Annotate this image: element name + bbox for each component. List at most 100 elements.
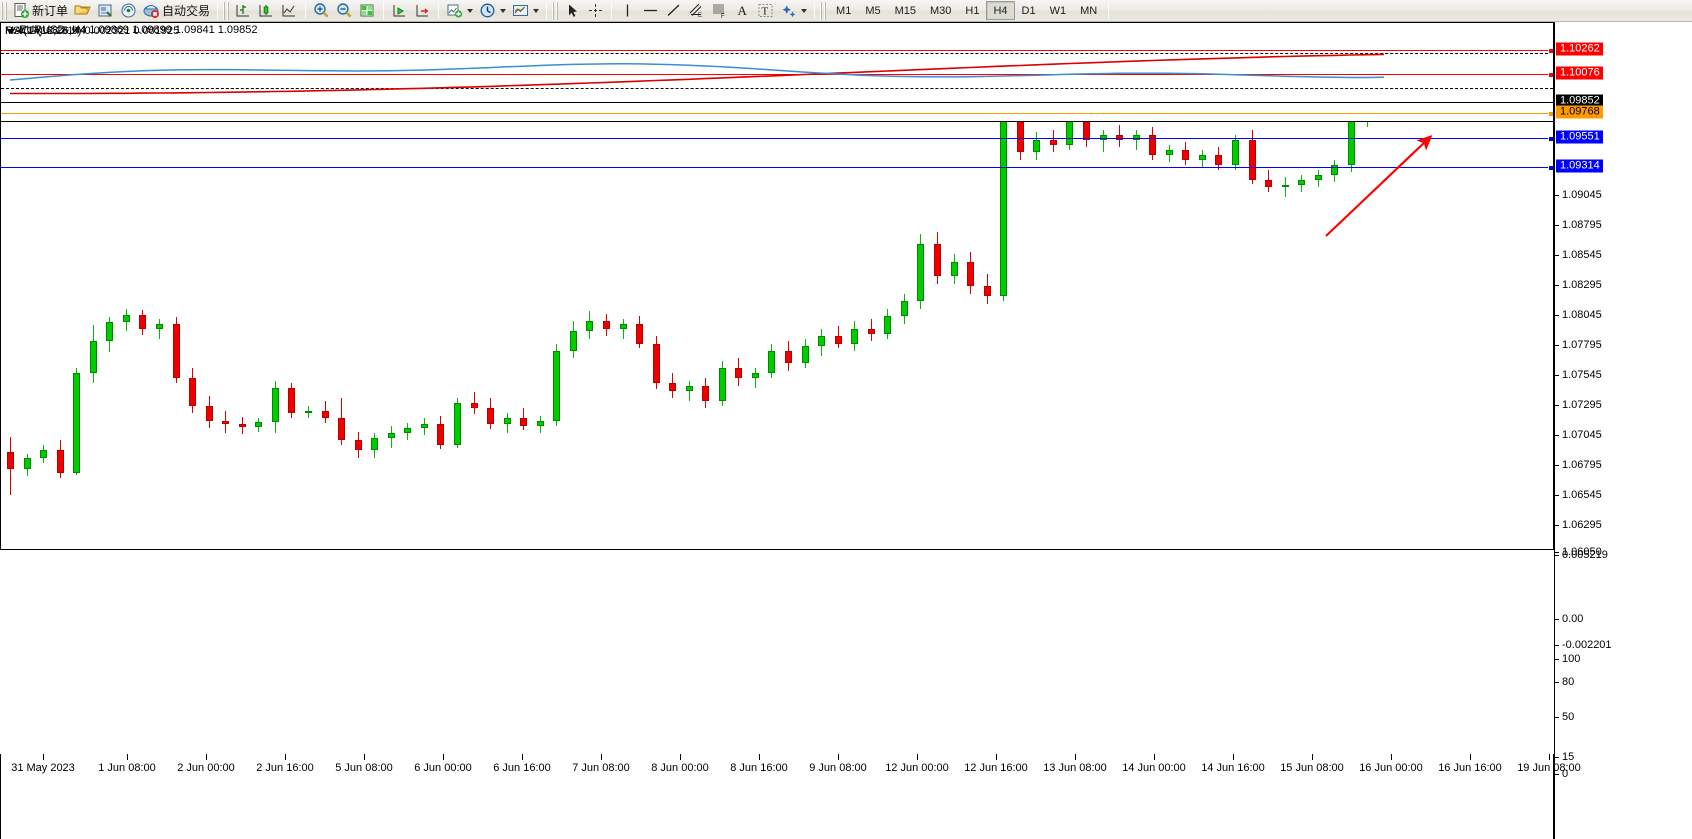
candle-body: [602, 321, 610, 329]
candle-body: [619, 323, 627, 329]
timeframe-m15-button[interactable]: M15: [894, 5, 916, 17]
fibonacci-button[interactable]: F: [708, 1, 731, 21]
timeframe-m30-button[interactable]: M30: [930, 5, 952, 17]
time-axis[interactable]: 31 May 2023 1 Jun 08:00 2 Jun 00:00 2 Jun 1…: [0, 754, 1581, 839]
candle-body: [751, 373, 759, 379]
price-tag-support-upper: 1.09551: [1556, 130, 1603, 144]
axis-tick: [1555, 757, 1559, 758]
chart-shift-button[interactable]: [411, 1, 434, 21]
time-axis-label: 14 Jun 00:00: [1122, 762, 1186, 774]
price-axis-label: 1.07045: [1562, 429, 1602, 441]
candle-body: [1132, 134, 1140, 140]
price-pane-header: EURUSD-,H4 1.09869 1.09899 1.09841 1.098…: [19, 24, 258, 36]
rsi-axis-label: 15: [1562, 751, 1575, 763]
indicators-button[interactable]: [443, 1, 466, 21]
signals-icon: [120, 2, 137, 19]
timeframe-h1-button[interactable]: H1: [965, 5, 980, 17]
price-axis-label: 1.06295: [1562, 519, 1602, 531]
rsi-pane[interactable]: RSI(14) 68.8144: [0, 22, 1554, 122]
timeframe-d1-button[interactable]: D1: [1021, 5, 1036, 17]
price-scale[interactable]: 1.09045 1.08795 1.08545 1.08295 1.08045 1.077…: [1554, 22, 1692, 839]
indicators-icon: [446, 2, 463, 19]
toolbar-grip[interactable]: [1, 1, 8, 20]
time-axis-label: 1 Jun 08:00: [98, 762, 156, 774]
timeframe-h4-button[interactable]: H4: [986, 1, 1015, 20]
candle-wick: [473, 391, 475, 415]
zoom-out-button[interactable]: [333, 1, 356, 21]
auto-scroll-button[interactable]: [388, 1, 411, 21]
price-axis-label: 1.08795: [1562, 219, 1602, 231]
time-axis-label: 31 May 2023: [11, 762, 75, 774]
candle-body: [520, 418, 528, 426]
indicators-dropdown-caret[interactable]: [467, 8, 474, 13]
timeframe-mn-button[interactable]: MN: [1080, 5, 1098, 17]
news-button[interactable]: [94, 1, 117, 21]
text-button[interactable]: A: [731, 1, 754, 21]
svg-text:F: F: [721, 14, 725, 19]
candle-body: [917, 244, 925, 302]
auto-trading-button[interactable]: 自动交易: [140, 1, 213, 21]
price-line-resistance-lower[interactable]: [1, 72, 1553, 78]
shapes-icon: [780, 2, 797, 19]
candle-wick: [1102, 129, 1104, 153]
text-icon: A: [734, 2, 751, 19]
line-handle[interactable]: [1548, 136, 1553, 142]
equidistant-channel-button[interactable]: E: [685, 1, 708, 21]
line-handle[interactable]: [1548, 48, 1553, 54]
time-axis-label: 14 Jun 16:00: [1201, 762, 1265, 774]
bar-chart-button[interactable]: [232, 1, 255, 21]
time-separator: [1391, 754, 1392, 760]
cursor-button[interactable]: [561, 1, 584, 21]
time-separator: [206, 754, 207, 760]
signals-button[interactable]: [117, 1, 140, 21]
line-handle[interactable]: [1548, 165, 1553, 171]
shapes-button[interactable]: [777, 1, 800, 21]
zoom-in-button[interactable]: [310, 1, 333, 21]
cursor-icon: [564, 2, 581, 19]
horizontal-line-icon: [642, 2, 659, 19]
axis-tick: [1555, 225, 1559, 226]
price-line-support-lower[interactable]: [1, 165, 1553, 171]
tile-windows-button[interactable]: [356, 1, 379, 21]
price-line-resistance-upper[interactable]: [1, 48, 1553, 54]
toolbar-grip-2[interactable]: [223, 1, 231, 20]
collapse-triangle-icon[interactable]: [7, 29, 15, 34]
timeframe-w1-button[interactable]: W1: [1049, 5, 1067, 17]
axis-tick: [1555, 645, 1559, 646]
candle-body: [652, 343, 660, 384]
price-line-order-level[interactable]: [1, 111, 1553, 117]
candle-body: [271, 388, 279, 422]
line-handle[interactable]: [1548, 72, 1553, 78]
trendline-button[interactable]: [662, 1, 685, 21]
folder-button[interactable]: [71, 1, 94, 21]
horizontal-line-button[interactable]: [639, 1, 662, 21]
time-axis-label: 12 Jun 00:00: [885, 762, 949, 774]
axis-tick: [1555, 195, 1559, 196]
crosshair-button[interactable]: [584, 1, 607, 21]
candle-body: [1265, 179, 1273, 187]
new-order-button[interactable]: 新订单: [10, 1, 71, 21]
templates-button[interactable]: [509, 1, 532, 21]
svg-text:A: A: [738, 3, 748, 18]
timeframe-m5-button[interactable]: M5: [865, 5, 881, 17]
toolbar-grip-4[interactable]: [820, 1, 828, 20]
period-dropdown-caret[interactable]: [500, 8, 507, 13]
line-handle[interactable]: [1548, 111, 1553, 117]
price-line-current-price[interactable]: [1, 102, 1553, 103]
text-label-button[interactable]: T: [754, 1, 777, 21]
vertical-line-button[interactable]: [616, 1, 639, 21]
candle-body: [1314, 174, 1322, 180]
price-chart-pane[interactable]: EURUSD-,H4 1.09869 1.09899 1.09841 1.098…: [0, 22, 1554, 550]
timeframe-m1-button[interactable]: M1: [836, 5, 852, 17]
fibonacci-icon: F: [711, 2, 728, 20]
svg-text:T: T: [762, 6, 769, 18]
time-axis-label: 13 Jun 08:00: [1043, 762, 1107, 774]
price-line-support-upper[interactable]: [1, 136, 1553, 142]
templates-dropdown-caret[interactable]: [533, 8, 540, 13]
toolbar-grip-3[interactable]: [552, 1, 560, 20]
rsi-line: [9, 63, 1385, 81]
period-button[interactable]: [476, 1, 499, 21]
candlestick-chart-button[interactable]: [255, 1, 278, 21]
shapes-dropdown-caret[interactable]: [801, 8, 808, 13]
line-chart-button[interactable]: [278, 1, 301, 21]
